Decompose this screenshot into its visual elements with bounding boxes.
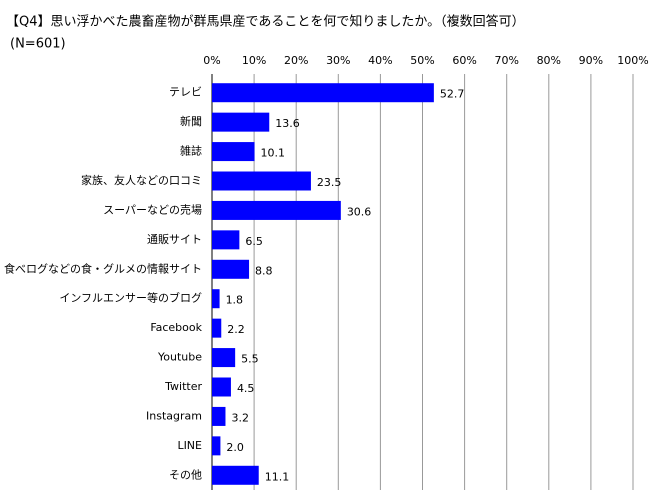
x-tick-label: 0% [203,54,220,67]
y-tick-label: Twitter [164,380,202,393]
value-label: 52.7 [440,88,465,101]
y-tick-label: Facebook [150,321,202,334]
bar [212,406,226,426]
value-label: 13.6 [275,117,300,130]
y-tick-label: 新聞 [180,114,202,128]
value-label: 2.0 [226,441,244,454]
bar [212,318,222,338]
value-label: 8.8 [255,264,273,277]
y-tick-label: 食べログなどの食・グルメの情報サイト [4,261,202,275]
y-tick-label: スーパーなどの売場 [103,203,202,216]
y-tick-label: Youtube [157,351,202,364]
y-tick-label: LINE [177,439,202,452]
x-tick-label: 50% [410,54,434,67]
bar [212,142,255,162]
y-tick-label: その他 [169,468,202,481]
value-label: 30.6 [347,205,372,218]
x-tick-label: 80% [537,54,561,67]
bar [212,171,311,191]
value-label: 10.1 [261,147,286,160]
bar [212,436,221,456]
x-tick-label: 20% [284,54,308,67]
bar [212,112,270,132]
bar [212,465,259,485]
value-label: 23.5 [317,176,342,189]
x-tick-label: 30% [326,54,350,67]
bar [212,377,231,397]
bar [212,83,434,103]
value-label: 5.5 [241,353,259,366]
value-label: 2.2 [227,323,245,336]
value-label: 1.8 [226,294,244,307]
chart-subtitle: (N=601) [10,37,66,52]
bar [212,200,341,220]
bar [212,348,236,368]
value-label: 11.1 [265,470,290,483]
x-tick-label: 10% [242,54,266,67]
x-tick-label: 40% [368,54,392,67]
value-label: 6.5 [245,235,262,248]
x-tick-label: 70% [494,54,518,67]
y-tick-label: 雑誌 [180,144,202,158]
value-label: 3.2 [231,411,249,424]
x-tick-label: 100% [617,54,648,67]
x-tick-label: 90% [579,54,603,67]
y-tick-label: Instagram [146,409,202,422]
y-tick-label: テレビ [169,86,202,99]
y-tick-label: 通販サイト [147,233,202,246]
value-label: 4.5 [237,382,255,395]
bar [212,230,240,250]
chart-title: 【Q4】思い浮かべた農畜産物が群馬県産であることを何で知りましたか。（複数回答可… [6,14,525,30]
y-tick-label: 家族、友人などの口コミ [81,173,202,187]
y-tick-label: インフルエンサー等のブログ [59,291,202,305]
x-tick-label: 60% [452,54,476,67]
bar [212,289,220,309]
bar [212,259,250,279]
